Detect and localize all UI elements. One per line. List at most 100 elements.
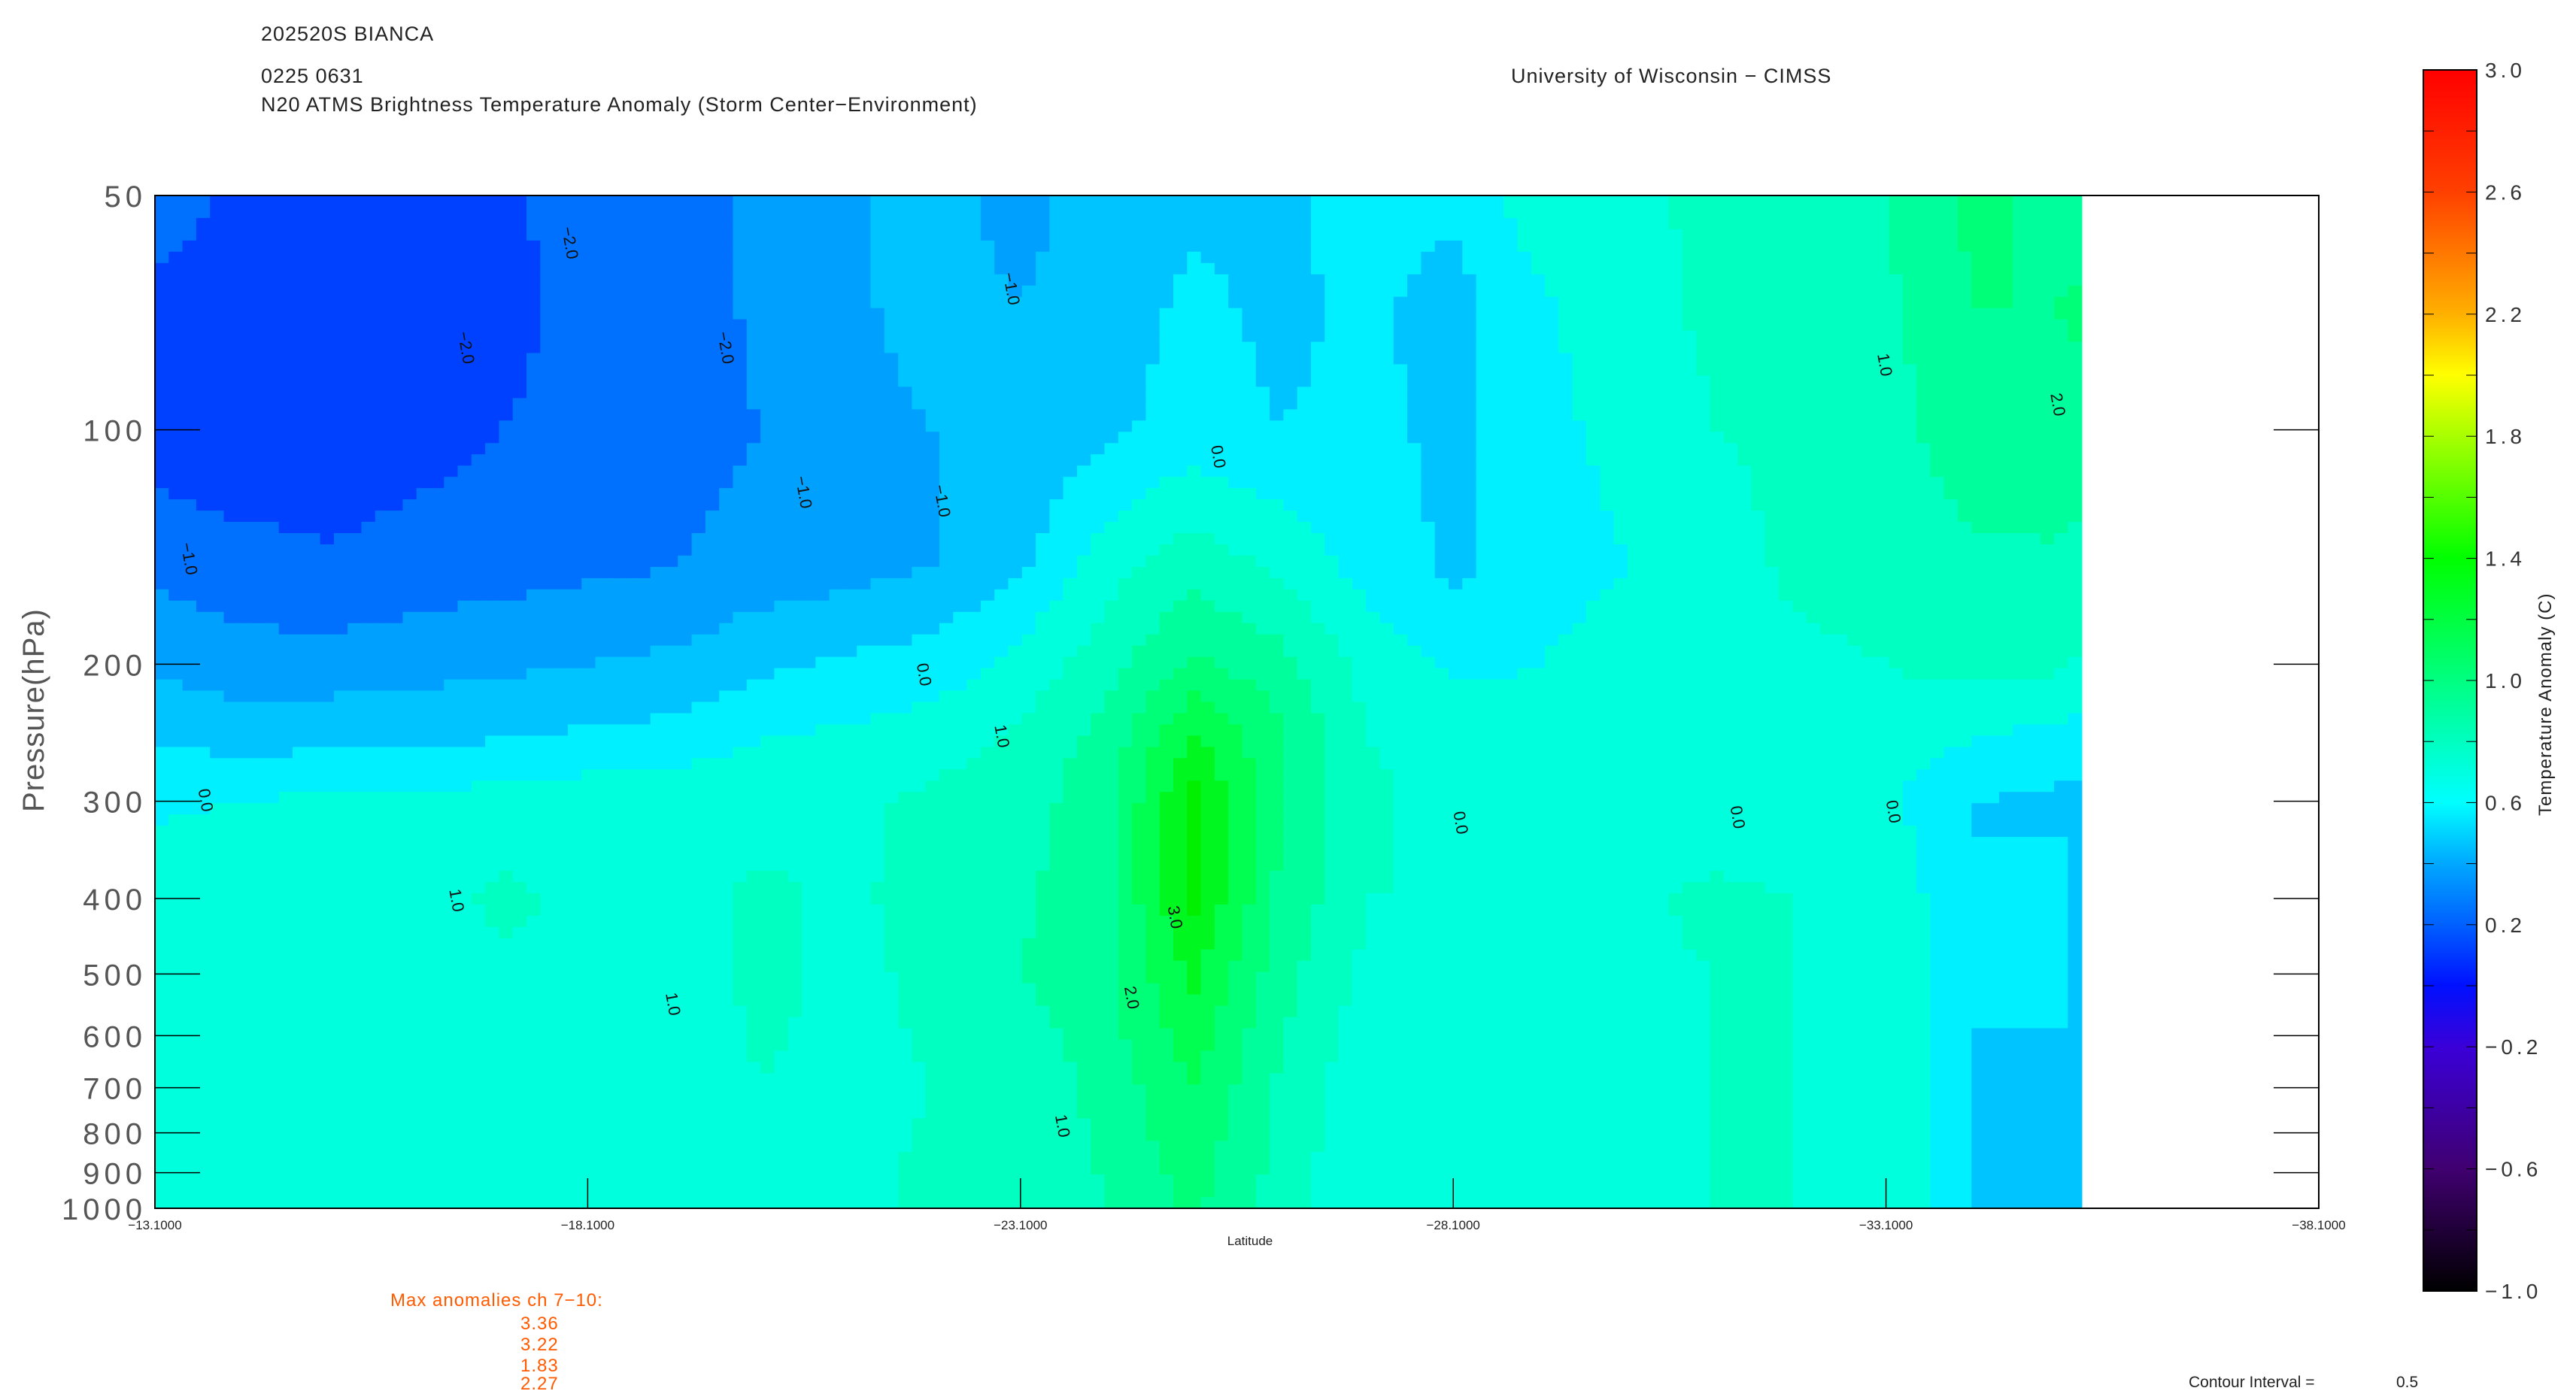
heat-cell: [939, 353, 954, 365]
heat-cell: [857, 477, 872, 489]
heat-cell: [678, 477, 693, 489]
heat-cell: [787, 217, 803, 230]
heat-cell: [1324, 420, 1340, 433]
heat-cell: [512, 544, 527, 556]
heat-cell: [608, 566, 624, 579]
heat-cell: [293, 375, 308, 388]
heat-cell: [636, 364, 651, 377]
heat-cell: [1476, 488, 1491, 500]
heat-cell: [2054, 443, 2069, 456]
heat-cell: [1104, 375, 1119, 388]
heat-cell: [1434, 229, 1449, 241]
heat-cell: [1517, 296, 1532, 309]
heat-cell: [1063, 229, 1078, 241]
heat-cell: [402, 409, 417, 422]
heat-cell: [1214, 589, 1229, 602]
heat-cell: [1834, 229, 1849, 241]
heat-cell: [1998, 386, 2013, 399]
heat-cell: [1668, 251, 1683, 264]
heat-cell: [347, 432, 363, 444]
heat-cell: [966, 296, 982, 309]
heat-cell: [774, 296, 789, 309]
heat-cell: [691, 420, 706, 433]
heat-cell: [1710, 499, 1725, 511]
heat-cell: [953, 330, 968, 343]
heat-cell: [306, 409, 321, 422]
heat-cell: [416, 544, 431, 556]
heat-cell: [953, 274, 968, 286]
heat-cell: [1159, 544, 1174, 556]
heat-cell: [1063, 308, 1078, 320]
heat-cell: [1503, 285, 1519, 298]
heat-cell: [980, 240, 995, 253]
heat-cell: [182, 251, 197, 264]
heat-cell: [1379, 262, 1394, 275]
heat-cell: [1145, 285, 1161, 298]
heat-cell: [678, 386, 693, 399]
heat-cell: [168, 555, 184, 568]
heat-cell: [293, 386, 308, 399]
heat-cell: [196, 262, 211, 275]
heat-cell: [1958, 262, 1973, 275]
heat-cell: [1228, 207, 1243, 219]
heat-cell: [1476, 566, 1491, 579]
heat-cell: [1779, 262, 1794, 275]
heat-cell: [1889, 217, 1904, 230]
heat-cell: [471, 308, 486, 320]
heat-cell: [650, 217, 665, 230]
heat-cell: [623, 353, 638, 365]
heat-cell: [1379, 511, 1394, 523]
heat-cell: [650, 488, 665, 500]
heat-cell: [705, 533, 720, 545]
heat-cell: [678, 398, 693, 411]
heat-cell: [1063, 477, 1078, 489]
heat-cell: [595, 296, 610, 309]
heat-cell: [802, 353, 817, 365]
heat-cell: [1489, 409, 1504, 422]
heat-cell: [1132, 285, 1147, 298]
heat-cell: [1407, 195, 1422, 208]
heat-cell: [182, 319, 197, 332]
heat-cell: [1902, 274, 1917, 286]
heat-cell: [719, 499, 734, 511]
heat-cell: [1407, 353, 1422, 365]
heat-cell: [939, 285, 954, 298]
heat-cell: [210, 375, 225, 388]
heat-cell: [994, 353, 1009, 365]
heat-cell: [1379, 195, 1394, 208]
heat-cell: [1875, 285, 1890, 298]
heat-cell: [1145, 262, 1161, 275]
heat-cell: [1710, 544, 1725, 556]
heat-cell: [389, 262, 404, 275]
heat-cell: [1214, 240, 1229, 253]
heat-cell: [787, 566, 803, 579]
heat-cell: [2013, 240, 2028, 253]
heat-cell: [347, 364, 363, 377]
heat-cell: [2013, 207, 2028, 219]
heat-cell: [939, 443, 954, 456]
heat-cell: [1283, 589, 1298, 602]
heat-cell: [512, 229, 527, 241]
heat-cell: [733, 308, 748, 320]
heat-cell: [980, 566, 995, 579]
heat-cell: [650, 364, 665, 377]
heat-cell: [1352, 544, 1367, 556]
heat-cell: [1847, 274, 1862, 286]
heat-cell: [1008, 353, 1023, 365]
heat-cell: [746, 555, 761, 568]
heat-cell: [1214, 330, 1229, 343]
heat-cell: [1998, 308, 2013, 320]
heat-cell: [1449, 555, 1464, 568]
heat-cell: [1242, 589, 1257, 602]
heat-cell: [1558, 195, 1573, 208]
heat-cell: [1889, 296, 1904, 309]
heat-cell: [375, 488, 390, 500]
heat-cell: [595, 341, 610, 354]
heat-cell: [416, 533, 431, 545]
heat-cell: [829, 544, 844, 556]
heat-cell: [554, 409, 569, 422]
heat-cell: [1655, 217, 1670, 230]
heat-cell: [168, 229, 184, 241]
heat-cell: [623, 375, 638, 388]
heat-cell: [196, 420, 211, 433]
